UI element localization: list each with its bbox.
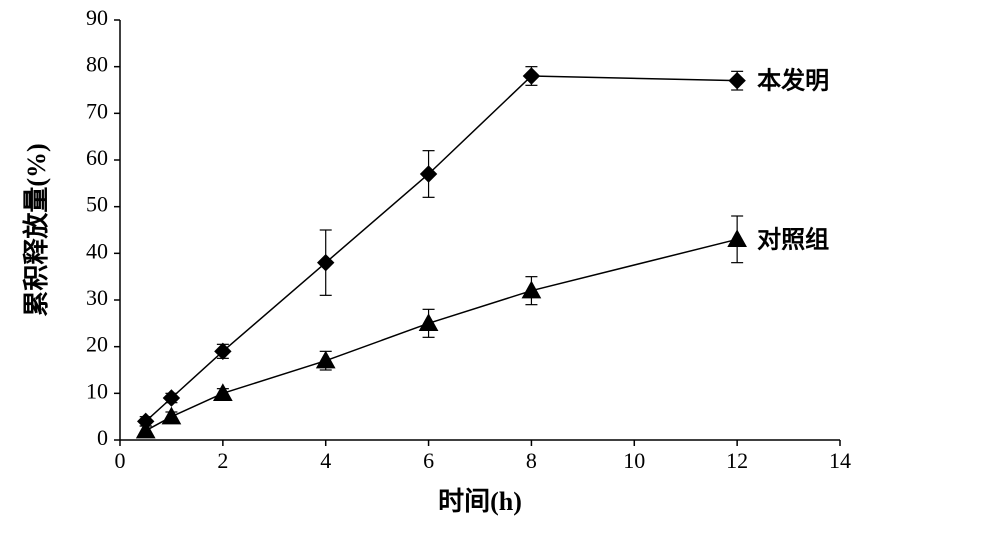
y-tick-label: 60 <box>86 145 108 170</box>
y-tick-label: 20 <box>86 332 108 357</box>
x-axis-label: 时间(h) <box>438 487 522 516</box>
x-tick-label: 14 <box>829 448 851 473</box>
x-tick-label: 6 <box>423 448 434 473</box>
y-tick-label: 10 <box>86 378 108 403</box>
x-tick-label: 0 <box>115 448 126 473</box>
release-chart: 0 10 20 30 40 50 60 70 80 90 0 2 4 6 8 10 12 14 时间(h) 累积释放量… <box>0 0 1000 543</box>
y-tick-label: 70 <box>86 98 108 123</box>
series-label-1: 对照组 <box>757 226 829 253</box>
x-tick-label: 10 <box>623 448 645 473</box>
chart-container: 0 10 20 30 40 50 60 70 80 90 0 2 4 6 8 10 12 14 时间(h) 累积释放量… <box>0 0 1000 543</box>
x-tick-label: 12 <box>726 448 748 473</box>
y-tick-label: 40 <box>86 238 108 263</box>
x-tick-label: 8 <box>526 448 537 473</box>
y-tick-label: 80 <box>86 52 108 77</box>
y-tick-label: 50 <box>86 192 108 217</box>
y-tick-label: 0 <box>97 425 108 450</box>
series-label-0: 本发明 <box>757 67 829 95</box>
y-tick-label: 90 <box>86 5 108 30</box>
x-tick-label: 4 <box>320 448 331 473</box>
y-tick-label: 30 <box>86 285 108 310</box>
x-tick-label: 2 <box>217 448 228 473</box>
y-axis-label: 累积释放量(%) <box>21 143 51 316</box>
